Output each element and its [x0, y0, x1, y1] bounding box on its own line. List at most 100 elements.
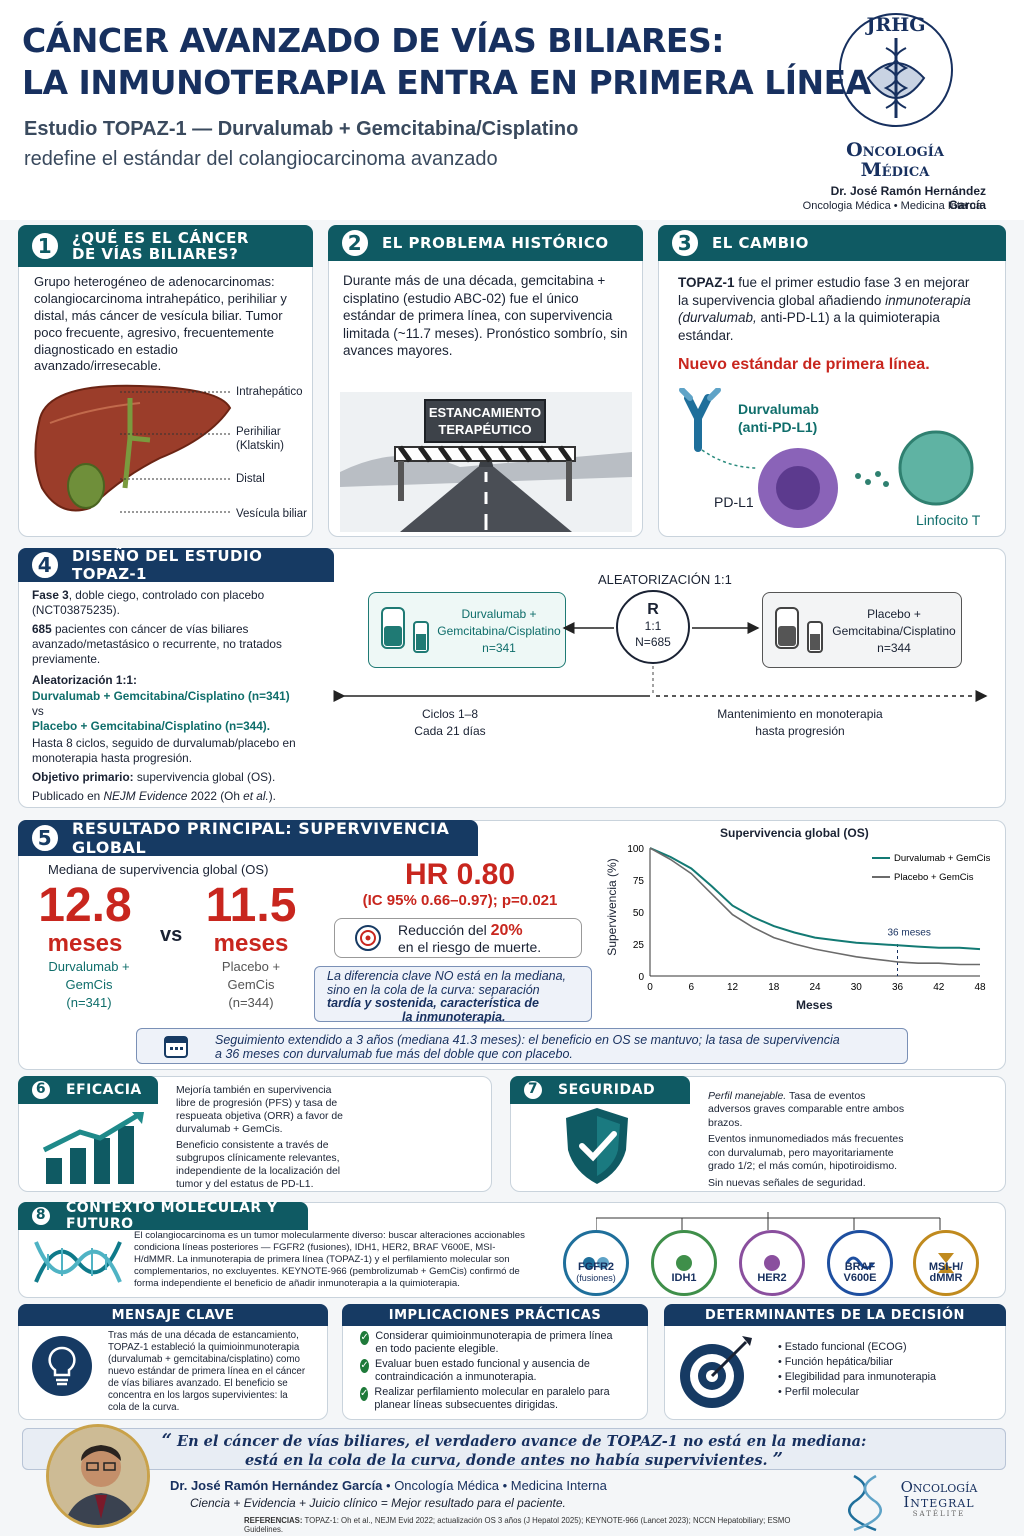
key-difference-box: La diferencia clave NO está en la median… [314, 966, 592, 1023]
msi-icon [913, 1230, 979, 1296]
check-icon: ✓ [360, 1331, 370, 1345]
vs-label: vs [160, 924, 183, 946]
randomization-label: ALEATORIZACIÓN 1:1 [598, 572, 732, 587]
section-1-header: 1 ¿QUÉ ES EL CÁNCER DE VÍAS BILIARES? [18, 225, 313, 267]
median-os-label: Mediana de supervivencia global (OS) [48, 862, 269, 877]
growth-chart-icon [40, 1108, 158, 1191]
x-tick-label: 0 [647, 982, 653, 993]
section-6-body: Mejoría también en supervivencia libre d… [176, 1085, 343, 1190]
legend-entry: Placebo + GemCis [894, 872, 974, 883]
median-placebo: 11.5 meses [205, 879, 297, 957]
section-number: 5 [30, 823, 60, 853]
section-7-body: Perfil manejable. Tasa de eventos advers… [708, 1090, 905, 1189]
label-gallbladder: Vesícula biliar [236, 508, 307, 520]
key-message-body: Tras más de una década de estancamiento,… [108, 1330, 306, 1414]
maintenance-label: Mantenimiento en monoterapia hasta progr… [717, 707, 883, 738]
section-number: 7 [522, 1079, 544, 1101]
durvalumab-label: Durvalumab (anti-PD-L1) [738, 401, 819, 435]
section-1-card [18, 225, 313, 537]
calendar-icon [162, 1032, 190, 1065]
author-avatar [46, 1424, 150, 1528]
list-item: • Elegibilidad para inmunoterapia [778, 1371, 937, 1383]
her2-label: HER2 [757, 1272, 787, 1284]
new-standard-highlight: Nuevo estándar de primera línea. [678, 356, 930, 373]
footer-author: Dr. José Ramón Hernández García • Oncolo… [170, 1478, 607, 1493]
check-icon: ✓ [360, 1358, 370, 1373]
braf-label: BRAF V600E [843, 1261, 877, 1284]
arm1-box-text: Durvalumab + Gemcitabina/Cisplatino n=34… [437, 607, 561, 655]
determinants-list: • Estado funcional (ECOG) • Función hepá… [778, 1340, 978, 1400]
tcell-label: Linfocito T [916, 512, 981, 528]
idh1-label: IDH1 [671, 1272, 697, 1284]
section-1-title: ¿QUÉ ES EL CÁNCER DE VÍAS BILIARES? [72, 229, 249, 263]
footer-tagline: Ciencia + Evidencia + Juicio clínico = M… [190, 1496, 566, 1510]
y-tick-label: 50 [633, 908, 645, 919]
x-tick-label: 18 [768, 982, 780, 993]
section-4-header: 4 DISEÑO DEL ESTUDIO TOPAZ-1 [18, 547, 334, 583]
page-header [0, 0, 1024, 220]
chart-xlabel: Meses [796, 998, 833, 1012]
check-icon: ✓ [360, 1386, 369, 1401]
randomization-circle: R 1:1 N=685 [616, 590, 690, 664]
section-6-header: 6 EFICACIA [18, 1076, 158, 1104]
lightbulb-icon [30, 1334, 94, 1403]
closing-quote: “ En el cáncer de vías biliares, el verd… [22, 1428, 1006, 1470]
list-item: ✓ Considerar quimioinmunoterapia de prime… [360, 1330, 613, 1355]
implications-header: IMPLICACIONES PRÁCTICAS [342, 1304, 648, 1326]
arm2-box-text: Placebo + Gemcitabina/Cisplatino n=344 [832, 607, 956, 655]
msi-label: MSI-H/dMMR [928, 1261, 964, 1284]
section-3-title: EL CAMBIO [712, 234, 809, 252]
label-intrahepatic: Intrahepático [236, 386, 303, 398]
section-number: 6 [30, 1079, 52, 1101]
arm2-caption: Placebo + GemCis (n=344) [221, 959, 281, 1010]
section-7-header: 7 SEGURIDAD [510, 1076, 690, 1104]
target-icon [354, 924, 382, 957]
header-author: Dr. José Ramón Hernández García [830, 184, 986, 212]
footer-dna-icon [848, 1474, 882, 1536]
section-4-body: Fase 3, doble ciego, controlado con plac… [32, 588, 296, 804]
x-tick-label: 36 [892, 982, 904, 993]
x-tick-label: 30 [851, 982, 863, 993]
logo-emblem [838, 8, 954, 138]
road-illustration [340, 392, 632, 532]
dna-icon [32, 1234, 124, 1295]
x-tick-label: 12 [727, 982, 739, 993]
marker-tree-lines [595, 1212, 946, 1237]
y-tick-label: 0 [638, 972, 644, 983]
list-item: ✓ Realizar perfilamiento molecular en par… [360, 1385, 610, 1411]
list-item: • Perfil molecular [778, 1386, 860, 1398]
liver-label-lines [120, 384, 240, 529]
fgfr2-label: FGFR2 (fusiones) [576, 1261, 616, 1284]
section-number: 3 [670, 228, 700, 258]
footer-logo: Oncología Integral SATÉLITE [900, 1478, 978, 1519]
pdl1-label: PD-L1 [714, 494, 754, 510]
cycles-label: Ciclos 1–8 Cada 21 días [414, 707, 486, 738]
list-item: ✓ Evaluar buen estado funcional y ausenci… [360, 1357, 590, 1383]
page-title: CÁNCER AVANZADO DE VÍAS BILIARES: LA INM… [22, 21, 871, 102]
section-8-header: 8 CONTEXTO MOLECULAR Y FUTURO [18, 1200, 308, 1232]
key-message-header: MENSAJE CLAVE [18, 1304, 328, 1326]
arm1-caption: Durvalumab + GemCis (n=341) [48, 959, 130, 1010]
section-8-body: El colangiocarcinoma es un tumor molecul… [134, 1230, 525, 1290]
section-6-title: EFICACIA [66, 1082, 142, 1098]
biomarker-braf [824, 1230, 896, 1298]
iv-bag-icon [378, 602, 436, 663]
legend-entry: Durvalumab + GemCis [894, 853, 991, 864]
biomarker-idh1 [648, 1230, 720, 1298]
section-number: 2 [340, 228, 370, 258]
list-item: • Estado funcional (ECOG) [778, 1341, 907, 1353]
followup-banner: Seguimiento extendido a 3 años (mediana … [136, 1028, 908, 1064]
label-distal: Distal [236, 473, 265, 485]
series-line-2 [649, 847, 980, 966]
shield-icon [562, 1106, 632, 1191]
x-tick-label: 42 [933, 982, 945, 993]
biomarker-msi [910, 1230, 982, 1298]
list-item: • Función hepática/biliar [778, 1356, 893, 1368]
immunotherapy-illustration [668, 387, 998, 528]
median-durvalumab: 12.8 meses [38, 879, 132, 957]
section-3-header: 3 EL CAMBIO [658, 225, 1006, 261]
section-2-title: EL PROBLEMA HISTÓRICO [382, 234, 609, 252]
idh1-icon [651, 1230, 717, 1296]
y-tick-label: 100 [627, 844, 644, 855]
logo-text: Oncología Médica [846, 139, 944, 181]
